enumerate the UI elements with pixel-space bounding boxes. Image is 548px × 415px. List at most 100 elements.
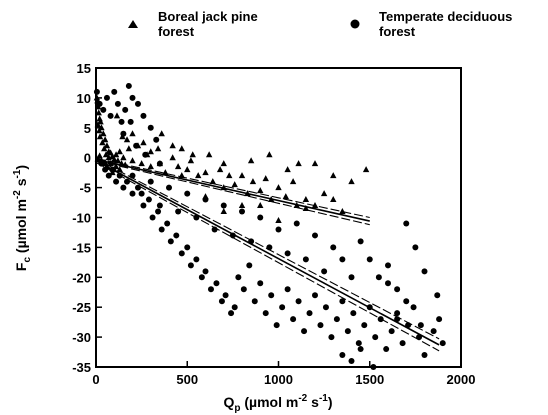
confidence-band-line (95, 160, 370, 226)
data-point-triangle (284, 166, 291, 173)
data-point-triangle (140, 139, 147, 146)
data-point-circle (339, 256, 346, 263)
data-point-circle (262, 310, 269, 317)
data-point-circle (370, 364, 377, 370)
y-axis-title-sub: c (22, 257, 33, 263)
data-point-circle (394, 310, 401, 317)
data-point-triangle (154, 145, 162, 152)
y-tick-label: -20 (72, 270, 91, 285)
data-point-triangle (111, 155, 118, 162)
data-point-circle (100, 106, 107, 113)
data-point-triangle (101, 136, 109, 143)
data-point-circle (410, 304, 417, 311)
data-point-circle (240, 286, 247, 293)
data-point-circle (403, 298, 410, 305)
data-point-circle (120, 130, 127, 137)
data-point-circle (222, 292, 229, 299)
data-point-circle (273, 322, 280, 329)
data-point-triangle (138, 160, 145, 167)
data-point-triangle (311, 160, 319, 167)
data-points (93, 82, 446, 370)
data-point-circle (96, 100, 103, 107)
data-point-circle (149, 214, 156, 221)
data-point-circle (333, 316, 340, 323)
legend-item-boreal: Boreal jack pine forest (128, 9, 258, 39)
data-point-triangle (112, 151, 120, 158)
y-tick-label: 10 (77, 91, 91, 106)
y-axis-title-exp2: -1 (12, 169, 23, 178)
y-axis-title-close: ) (13, 165, 29, 170)
data-point-circle (357, 346, 364, 353)
data-point-triangle (226, 172, 233, 179)
x-axis-title-exp2: -1 (319, 393, 328, 404)
data-point-circle (290, 316, 297, 323)
data-point-circle (312, 232, 318, 239)
data-point-circle (434, 292, 441, 299)
data-point-triangle (231, 181, 238, 188)
y-tick-label: -25 (72, 300, 91, 315)
y-axis-title-exp1: -2 (12, 190, 23, 199)
data-point-circle (147, 124, 154, 131)
data-point-triangle (202, 169, 209, 176)
data-point-triangle (320, 190, 328, 197)
data-point-circle (118, 118, 125, 125)
data-point-circle (385, 280, 391, 287)
data-point-triangle (105, 154, 112, 161)
data-point-triangle (174, 163, 182, 170)
data-point-circle (193, 256, 200, 263)
data-point-circle (202, 196, 209, 203)
data-point-circle (105, 172, 112, 179)
data-point-triangle (187, 157, 195, 164)
x-axis-title-units: (µmol m (240, 394, 298, 410)
legend-item-temperate: Temperate deciduous forest (350, 9, 512, 39)
data-point-triangle (113, 112, 121, 119)
data-point-circle (279, 304, 286, 311)
data-point-circle (213, 280, 220, 287)
data-point-circle (145, 196, 152, 203)
data-point-circle (178, 250, 185, 257)
y-tick-label: 0 (84, 151, 91, 166)
data-point-circle (235, 274, 242, 281)
legend-triangle-marker (128, 20, 138, 28)
data-point-triangle (103, 142, 111, 149)
data-point-triangle (216, 166, 224, 173)
data-point-circle (421, 268, 428, 275)
data-point-circle (175, 208, 182, 215)
data-point-circle (348, 274, 355, 281)
data-point-circle (275, 226, 282, 233)
data-point-circle (231, 304, 238, 311)
data-point-circle (140, 202, 147, 209)
data-point-circle (372, 334, 379, 341)
data-point-circle (140, 112, 147, 119)
data-point-circle (218, 298, 225, 305)
data-point-circle (366, 256, 373, 263)
data-point-circle (306, 310, 313, 317)
data-point-circle (120, 184, 127, 191)
regression-line (95, 159, 440, 346)
confidence-band-line (95, 158, 440, 340)
y-tick-label: -35 (72, 360, 91, 375)
data-point-triangle (209, 178, 216, 185)
data-point-circle (113, 178, 120, 185)
x-axis-title-exp1: -2 (298, 393, 307, 404)
data-point-triangle (238, 202, 246, 209)
data-point-circle (317, 322, 324, 329)
data-point-triangle (275, 216, 282, 223)
data-point-triangle (100, 130, 107, 137)
data-point-circle (239, 208, 245, 215)
data-point-circle (142, 151, 149, 158)
data-point-circle (257, 214, 264, 221)
data-point-triangle (129, 157, 136, 164)
data-point-triangle (114, 157, 122, 164)
data-point-triangle (147, 163, 154, 170)
x-tick-label: 1500 (355, 372, 384, 387)
data-point-circle (251, 298, 258, 305)
x-axis-title-units2: s (307, 394, 319, 410)
y-axis-title-f: F (13, 262, 29, 271)
x-tick-label: 500 (176, 372, 198, 387)
y-tick-label: -30 (72, 330, 91, 345)
data-point-triangle (275, 184, 282, 191)
data-point-circle (198, 274, 205, 281)
data-point-circle (412, 244, 419, 251)
